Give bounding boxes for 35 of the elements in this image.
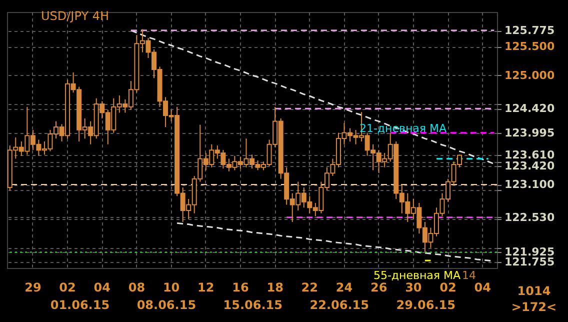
x-tick-label: 30 — [405, 280, 422, 294]
y-tick-label: 122.530 — [504, 210, 555, 224]
y-tick-label: 121.755 — [504, 255, 555, 268]
x-tick-label: 29 — [24, 280, 42, 294]
text: 15.06.15 — [223, 298, 283, 312]
x-tick-label: 12 — [198, 280, 214, 294]
x-tick-label: 22 — [301, 280, 318, 294]
y-tick-label: 123.995 — [504, 126, 555, 140]
y-tick-label: 125.000 — [504, 68, 555, 82]
text: 55-дневная МА — [373, 269, 462, 282]
text: 29.06.15 — [396, 298, 456, 312]
text: 01.06.15 — [50, 298, 110, 312]
y-tick-label: 125.775 — [504, 24, 555, 38]
x-tick-label: 16 — [232, 280, 249, 294]
y-tick-label: 123.100 — [504, 178, 555, 192]
line-series — [130, 30, 495, 165]
text: 08.06.15 — [136, 298, 196, 312]
text: 1014 — [517, 284, 551, 298]
x-tick-label: 02 — [59, 280, 76, 294]
x-tick-label: 18 — [266, 280, 284, 294]
chart-title: USD/JPY 4H — [41, 9, 109, 23]
x-tick-label: 04 — [474, 280, 491, 294]
x-tick-label: 02 — [440, 280, 456, 294]
x-tick-label: 08 — [128, 280, 146, 294]
y-tick-label: 123.610 — [504, 148, 555, 162]
y-tick-label: 123.420 — [504, 160, 555, 173]
x-tick-label: 10 — [162, 280, 180, 294]
x-tick-label: 04 — [94, 280, 110, 294]
x-tick-label: 26 — [370, 280, 388, 294]
text: >172< — [511, 300, 557, 314]
y-tick-label: 125.500 — [504, 40, 555, 54]
y-tick-label: 124.420 — [504, 102, 555, 116]
text: 14 — [462, 269, 476, 282]
x-tick-label: 24 — [336, 280, 353, 294]
text: 22.06.15 — [310, 298, 369, 312]
